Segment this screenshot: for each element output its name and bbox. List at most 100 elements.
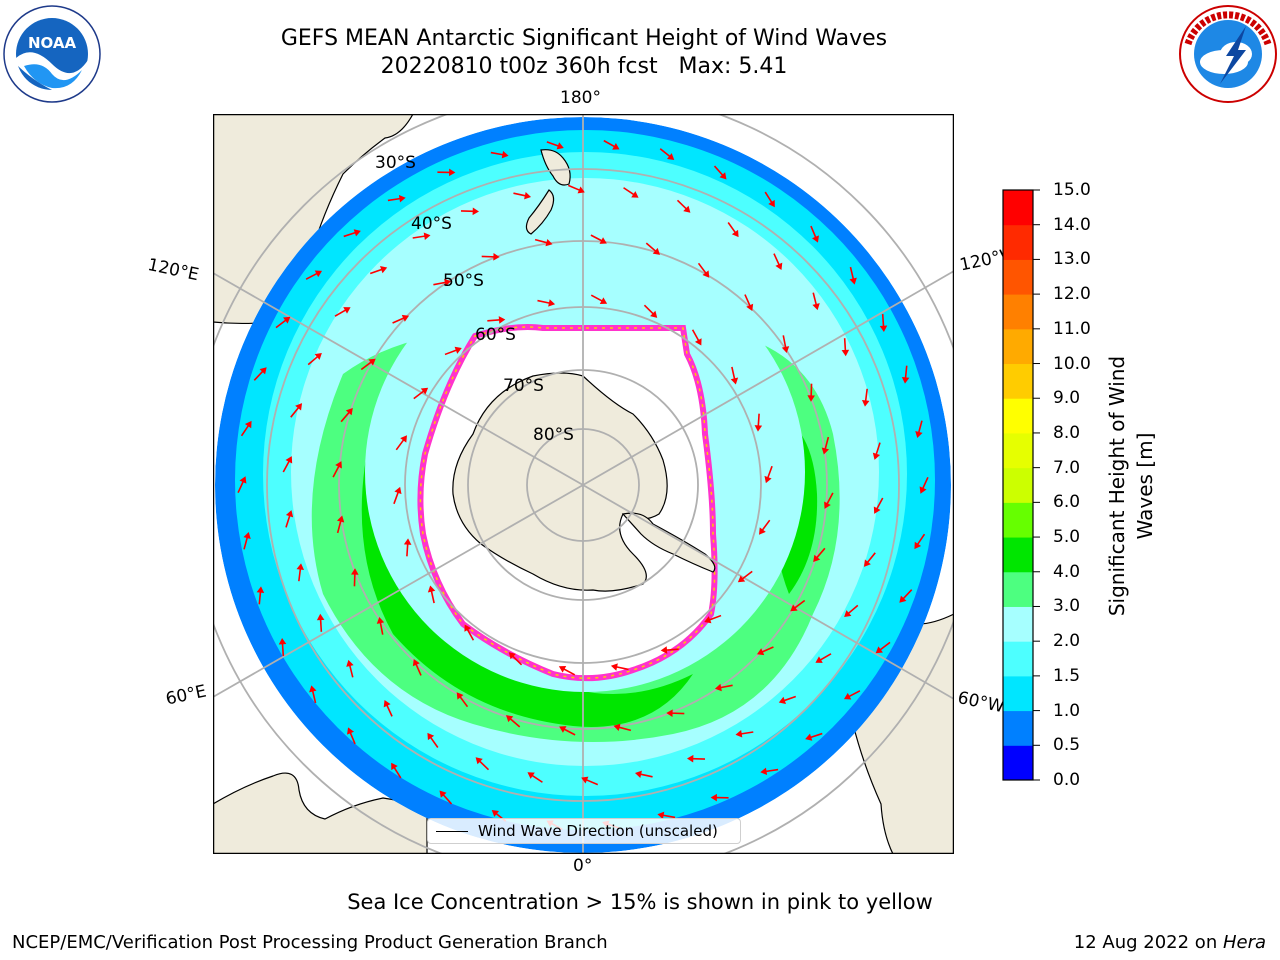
- wind-wave-arrow: [478, 760, 490, 771]
- wind-wave-arrow: [513, 192, 527, 197]
- wind-wave-arrowhead: [314, 270, 323, 278]
- wind-wave-arrowhead: [259, 367, 267, 375]
- wind-wave-arrowhead: [760, 767, 768, 776]
- wind-wave-arrow: [319, 618, 323, 632]
- wind-wave-arrowhead: [343, 307, 351, 314]
- polar-map: 30°S 40°S 50°S 60°S 70°S 80°S: [213, 114, 954, 854]
- wind-wave-arrow: [731, 366, 736, 380]
- wind-wave-arrow: [406, 543, 409, 557]
- wind-wave-arrowhead: [710, 793, 717, 802]
- wind-wave-arrow: [393, 766, 402, 779]
- wind-wave-arrowhead: [353, 229, 361, 237]
- wind-wave-arrow: [442, 793, 453, 805]
- wind-wave-arrow: [459, 695, 469, 708]
- longitude-label-180: 180°: [560, 88, 601, 108]
- wind-wave-arrowhead: [296, 563, 305, 571]
- wind-wave-arrow: [659, 148, 671, 158]
- wind-wave-arrow: [665, 648, 679, 651]
- wind-wave-arrowhead: [879, 325, 888, 333]
- wind-wave-arrowhead: [599, 297, 608, 305]
- wind-wave-arrow: [429, 736, 439, 748]
- wind-wave-arrow: [603, 139, 616, 148]
- wind-wave-arrowhead: [781, 346, 790, 354]
- wind-wave-arrow: [562, 667, 576, 676]
- colorbar-swatch: [1003, 398, 1033, 434]
- wind-wave-arrow: [567, 184, 581, 192]
- wind-wave-arrow: [864, 388, 868, 402]
- longitude-label-120e: 120°E: [145, 255, 201, 286]
- wind-wave-arrow: [719, 684, 733, 689]
- wind-wave-arrowhead: [347, 727, 354, 735]
- wind-wave-arrow: [618, 726, 632, 732]
- wind-wave-arrow: [766, 465, 773, 479]
- wind-wave-arrow: [875, 442, 881, 456]
- colorbar-tick-label: 11.0: [1053, 318, 1091, 339]
- colorbar-tick-label: 4.0: [1053, 561, 1081, 582]
- wind-wave-arrow: [740, 731, 754, 735]
- wind-wave-arrowhead: [790, 604, 798, 612]
- wind-wave-arrowhead: [812, 303, 820, 311]
- wind-wave-arrow: [563, 728, 576, 736]
- chart-subtitle: 20220810 t00z 360h fcst Max: 5.41: [380, 54, 788, 79]
- wind-wave-arrow: [412, 235, 426, 239]
- wind-wave-arrow: [744, 294, 751, 307]
- colorbar-swatch: [1003, 328, 1033, 365]
- wind-wave-arrow: [741, 570, 753, 580]
- wind-wave-arrowhead: [812, 235, 819, 243]
- wind-wave-arrow: [881, 314, 885, 328]
- wind-wave-arrow: [757, 413, 760, 427]
- wind-wave-arrow: [662, 814, 676, 819]
- wind-wave-arrow: [773, 253, 781, 266]
- chart-title: GEFS MEAN Antarctic Significant Height o…: [280, 26, 888, 51]
- wind-wave-arrow: [395, 438, 405, 451]
- colorbar-swatch: [1003, 675, 1033, 712]
- wind-wave-arrow: [691, 329, 700, 342]
- footer-date: 12 Aug 2022 on Hera: [1074, 932, 1266, 953]
- wind-wave-arrow: [343, 231, 357, 238]
- colorbar: [1002, 189, 1040, 781]
- wind-wave-arrow: [433, 281, 447, 286]
- wind-wave-arrow: [509, 717, 521, 728]
- wind-wave-arrowhead: [464, 624, 472, 632]
- wind-wave-arrowhead: [719, 172, 727, 180]
- latitude-label-40s: 40°S: [411, 214, 452, 234]
- colorbar-tick-label: 8.0: [1053, 422, 1081, 443]
- colorbar-swatch: [1003, 432, 1033, 469]
- wind-wave-arrowhead: [420, 387, 429, 395]
- wind-wave-arrowhead: [915, 430, 923, 439]
- colorbar-tick-label: 15.0: [1053, 180, 1091, 200]
- longitude-label-60w: 60°W: [955, 688, 1006, 718]
- colorbar-swatch: [1003, 294, 1033, 330]
- wind-wave-arrow: [258, 591, 262, 605]
- wind-wave-arrowhead: [610, 663, 618, 671]
- wind-wave-arrowhead: [634, 770, 642, 779]
- colorbar-swatch: [1003, 606, 1033, 642]
- wind-wave-arrow: [392, 317, 405, 324]
- wind-wave-arrows: [237, 139, 929, 831]
- wind-wave-arrow: [531, 774, 543, 783]
- colorbar-swatch: [1003, 467, 1033, 503]
- wind-wave-arrow: [546, 141, 560, 148]
- wind-wave-arrowhead: [714, 683, 722, 692]
- wind-wave-arrowhead: [498, 316, 506, 324]
- colorbar-tick-label: 7.0: [1053, 457, 1081, 478]
- wind-wave-arrowhead: [737, 575, 746, 583]
- wind-wave-arrowhead: [759, 527, 766, 535]
- wind-wave-arrow: [761, 646, 774, 653]
- colorbar-swatch: [1003, 710, 1033, 746]
- wind-wave-arrow: [487, 319, 501, 322]
- wind-wave-arrowhead: [694, 338, 702, 346]
- wind-wave-arrowhead: [439, 790, 447, 798]
- colorbar-tick-label: 3.0: [1053, 596, 1081, 617]
- colorbar-swatches: [1003, 190, 1033, 781]
- graticule: [213, 114, 954, 854]
- wind-wave-arrowhead: [863, 559, 871, 567]
- wind-wave-arrowhead: [345, 407, 353, 416]
- wind-wave-arrowhead: [687, 754, 694, 763]
- wind-wave-arrowhead: [524, 191, 532, 200]
- colorbar-tick-label: 1.0: [1053, 700, 1081, 721]
- wind-wave-arrowhead: [398, 194, 406, 203]
- wind-wave-arrow: [590, 234, 603, 242]
- wind-wave-arrow: [809, 732, 823, 739]
- wind-wave-arrowhead: [558, 665, 567, 673]
